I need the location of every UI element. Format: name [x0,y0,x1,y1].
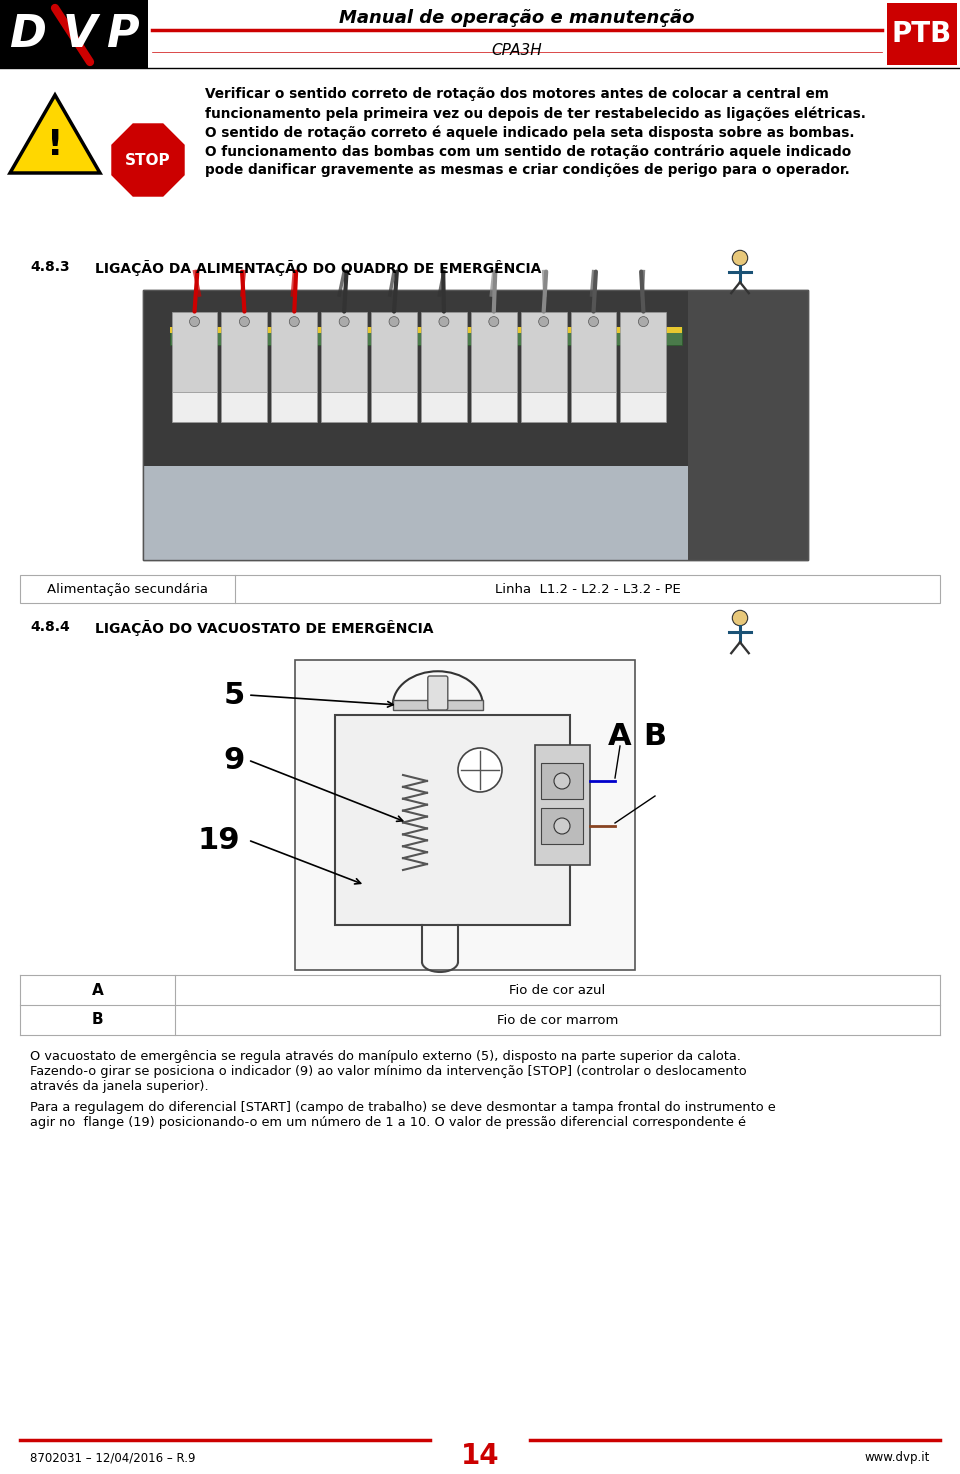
Text: D: D [10,12,46,56]
FancyBboxPatch shape [222,392,267,422]
Text: www.dvp.it: www.dvp.it [865,1452,930,1465]
FancyBboxPatch shape [688,290,808,560]
Text: CPA3H: CPA3H [492,43,542,57]
FancyBboxPatch shape [570,311,616,392]
Polygon shape [109,121,187,199]
Circle shape [339,317,349,327]
Circle shape [554,818,570,834]
Text: Fio de cor marrom: Fio de cor marrom [497,1014,618,1026]
FancyBboxPatch shape [570,392,616,422]
FancyBboxPatch shape [172,311,218,392]
FancyBboxPatch shape [520,311,566,392]
Text: pode danificar gravemente as mesmas e criar condições de perigo para o operador.: pode danificar gravemente as mesmas e cr… [205,164,850,177]
FancyBboxPatch shape [20,575,940,603]
FancyBboxPatch shape [0,0,148,68]
Text: O vacuostato de emergência se regula através do manípulo externo (5), disposto n: O vacuostato de emergência se regula atr… [30,1049,741,1063]
Circle shape [588,317,598,327]
Text: B: B [643,721,666,750]
Text: O funcionamento das bombas com um sentido de rotação contrário aquele indicado: O funcionamento das bombas com um sentid… [205,144,852,159]
Text: através da janela superior).: através da janela superior). [30,1080,208,1094]
Text: 14: 14 [461,1442,499,1470]
FancyBboxPatch shape [170,327,682,333]
Text: B: B [92,1013,104,1027]
FancyBboxPatch shape [143,466,808,560]
Text: 5: 5 [224,681,245,709]
FancyBboxPatch shape [541,808,583,845]
Text: !: ! [47,128,63,162]
Text: Manual de operação e manutenção: Manual de operação e manutenção [339,9,695,27]
Text: 19: 19 [198,825,240,855]
Text: 9: 9 [224,746,245,774]
FancyBboxPatch shape [335,715,570,926]
Text: 8702031 – 12/04/2016 – R.9: 8702031 – 12/04/2016 – R.9 [30,1452,196,1465]
Circle shape [489,317,499,327]
FancyBboxPatch shape [372,311,417,392]
FancyBboxPatch shape [272,392,317,422]
FancyBboxPatch shape [170,327,682,345]
Text: STOP: STOP [125,152,171,168]
FancyBboxPatch shape [470,392,516,422]
Text: Alimentação secundária: Alimentação secundária [47,582,208,595]
FancyBboxPatch shape [295,660,635,970]
Text: 4.8.3: 4.8.3 [30,259,70,274]
Circle shape [189,317,200,327]
Text: A: A [91,983,104,998]
FancyBboxPatch shape [372,392,417,422]
FancyBboxPatch shape [421,392,467,422]
Circle shape [458,747,502,792]
FancyBboxPatch shape [222,311,267,392]
FancyBboxPatch shape [428,677,447,710]
Text: A: A [609,721,632,750]
Text: O sentido de rotação correto é aquele indicado pela seta disposta sobre as bomba: O sentido de rotação correto é aquele in… [205,125,854,140]
Polygon shape [10,94,100,172]
Circle shape [239,317,250,327]
FancyBboxPatch shape [272,311,317,392]
Text: LIGAÇÃO DO VACUOSTATO DE EMERGÊNCIA: LIGAÇÃO DO VACUOSTATO DE EMERGÊNCIA [95,621,434,635]
Circle shape [554,772,570,789]
FancyBboxPatch shape [470,311,516,392]
Circle shape [439,317,449,327]
Text: P: P [106,12,138,56]
FancyBboxPatch shape [393,700,483,710]
Text: funcionamento pela primeira vez ou depois de ter restabelecido as ligações elétr: funcionamento pela primeira vez ou depoi… [205,106,866,121]
Text: Verificar o sentido correto de rotação dos motores antes de colocar a central em: Verificar o sentido correto de rotação d… [205,87,828,102]
Text: V: V [62,12,97,56]
Text: Fio de cor azul: Fio de cor azul [510,983,606,996]
Circle shape [389,317,399,327]
Text: Para a regulagem do diferencial [START] (campo de trabalho) se deve desmontar a : Para a regulagem do diferencial [START] … [30,1101,776,1114]
FancyBboxPatch shape [322,392,367,422]
FancyBboxPatch shape [541,764,583,799]
FancyBboxPatch shape [322,311,367,392]
FancyBboxPatch shape [535,744,590,865]
FancyBboxPatch shape [620,392,666,422]
FancyBboxPatch shape [620,311,666,392]
FancyBboxPatch shape [520,392,566,422]
FancyBboxPatch shape [421,311,467,392]
Text: 4.8.4: 4.8.4 [30,621,70,634]
Circle shape [732,251,748,265]
Circle shape [638,317,648,327]
Text: LIGAÇÃO DA ALIMENTAÇÃO DO QUADRO DE EMERGÊNCIA: LIGAÇÃO DA ALIMENTAÇÃO DO QUADRO DE EMER… [95,259,541,276]
Text: Linha  L1.2 - L2.2 - L3.2 - PE: Linha L1.2 - L2.2 - L3.2 - PE [494,582,681,595]
Text: agir no  flange (19) posicionando-o em um número de 1 a 10. O valor de pressão d: agir no flange (19) posicionando-o em um… [30,1116,746,1129]
Circle shape [539,317,549,327]
FancyBboxPatch shape [172,392,218,422]
Circle shape [289,317,300,327]
Text: PTB: PTB [892,21,952,49]
FancyBboxPatch shape [887,3,957,65]
FancyBboxPatch shape [143,290,808,560]
Text: Fazendo-o girar se posiciona o indicador (9) ao valor mínimo da intervenção [STO: Fazendo-o girar se posiciona o indicador… [30,1066,747,1077]
Circle shape [732,610,748,625]
